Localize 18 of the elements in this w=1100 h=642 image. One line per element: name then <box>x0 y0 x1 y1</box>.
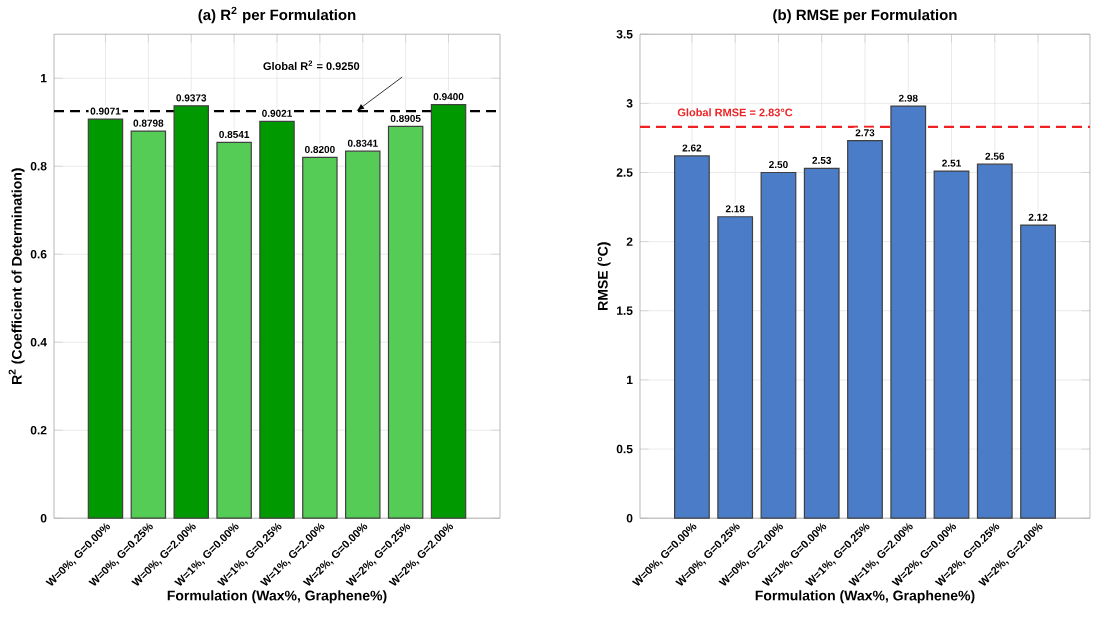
bar <box>216 141 252 519</box>
bar <box>130 130 167 519</box>
bar <box>933 170 970 519</box>
bar <box>847 140 883 519</box>
bar <box>430 103 467 519</box>
bar <box>976 163 1013 519</box>
bar <box>803 167 840 519</box>
bar <box>760 171 797 519</box>
bar <box>890 105 927 519</box>
bar <box>87 118 124 519</box>
bar <box>717 216 754 519</box>
bar <box>387 125 424 519</box>
bar <box>345 150 381 519</box>
bar <box>173 105 209 519</box>
bar <box>259 120 295 519</box>
bar <box>1020 224 1056 519</box>
bar <box>302 156 338 519</box>
bar <box>674 155 710 519</box>
